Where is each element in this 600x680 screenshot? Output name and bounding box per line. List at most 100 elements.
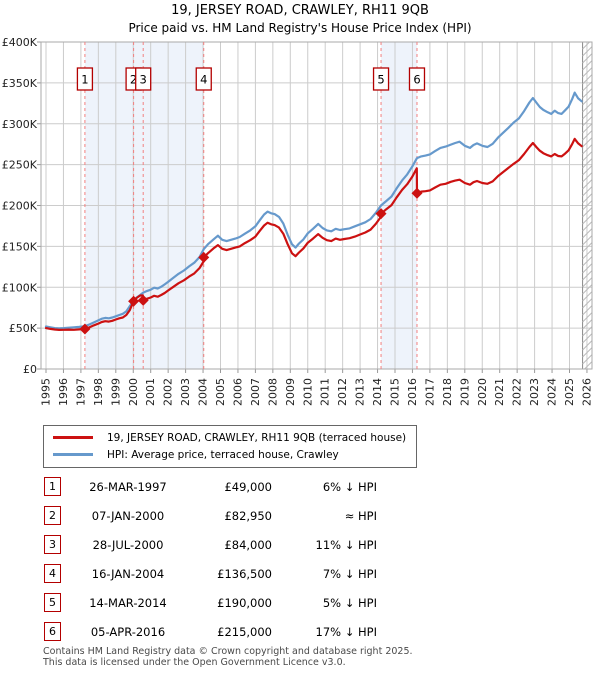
x-tick-label: 2016 — [406, 378, 419, 406]
row-number-badge: 6 — [44, 622, 61, 641]
row-date: 28-JUL-2000 — [92, 537, 164, 552]
y-tick-label: £350K — [2, 77, 38, 90]
legend-label-hpi: HPI: Average price, terraced house, Craw… — [107, 448, 339, 461]
sale-number-text-5: 5 — [377, 73, 384, 87]
sale-number-text-3: 3 — [140, 73, 147, 87]
row-number-badge: 1 — [44, 477, 61, 496]
sale-marker-3 — [137, 294, 149, 306]
hpi-line-swatch — [53, 453, 93, 456]
legend-item-property: 19, JERSEY ROAD, CRAWLEY, RH11 9QB (terr… — [44, 429, 416, 446]
sale-number-box-3 — [135, 67, 152, 91]
table-row: 3 28-JUL-2000 £84,000 11% ↓ HPI — [44, 530, 384, 559]
row-number-badge: 3 — [44, 535, 61, 554]
row-price: £49,000 — [224, 479, 272, 494]
x-tick-label: 2021 — [493, 378, 506, 406]
row-price: £84,000 — [224, 537, 272, 552]
x-tick-label: 2011 — [319, 378, 332, 406]
row-hpi-diff: ≈ HPI — [344, 508, 377, 523]
x-tick-label: 2001 — [144, 378, 157, 406]
y-tick-label: £400K — [2, 38, 38, 49]
sale-number-text-6: 6 — [413, 73, 420, 87]
x-tick-label: 2025 — [563, 378, 576, 406]
sale-number-box-1 — [76, 67, 94, 91]
sale-marker-6 — [411, 187, 423, 199]
y-tick-label: £0 — [23, 363, 37, 376]
x-tick-label: 2005 — [214, 378, 227, 406]
x-tick-label: 2019 — [458, 378, 471, 406]
x-tick-label: 2000 — [127, 378, 140, 406]
footer-line-2: This data is licensed under the Open Gov… — [43, 657, 346, 668]
x-tick-label: 2004 — [197, 378, 210, 406]
sale-number-text-1: 1 — [81, 73, 88, 87]
x-tick-label: 2015 — [389, 378, 402, 406]
x-tick-label: 2014 — [371, 378, 384, 406]
sale-marker-2 — [128, 295, 140, 307]
sale-markers — [79, 187, 423, 335]
axis-tick-labels: £0 £50K £100K £150K £200K £250K £300K £350K £400… — [2, 38, 594, 406]
row-hpi-diff: 7% ↓ HPI — [322, 566, 377, 581]
row-price: £136,500 — [217, 566, 272, 581]
x-tick-label: 2017 — [423, 378, 436, 406]
x-tick-label: 2023 — [528, 378, 541, 406]
row-hpi-diff: 17% ↓ HPI — [315, 624, 377, 639]
table-row: 5 14-MAR-2014 £190,000 5% ↓ HPI — [44, 588, 384, 617]
x-tick-label: 1998 — [92, 378, 105, 406]
row-price: £190,000 — [217, 595, 272, 610]
y-tick-label: £300K — [2, 118, 38, 131]
row-date: 05-APR-2016 — [90, 624, 166, 639]
x-tick-label: 2010 — [301, 378, 314, 406]
y-tick-label: £150K — [2, 240, 38, 253]
row-number-badge: 4 — [44, 564, 61, 583]
footer-line-1: Contains HM Land Registry data © Crown c… — [43, 646, 413, 657]
license-footer: Contains HM Land Registry data © Crown c… — [43, 646, 413, 668]
page-title: 19, JERSEY ROAD, CRAWLEY, RH11 9QB — [171, 3, 429, 18]
sale-number-box-6 — [408, 67, 426, 91]
x-tick-label: 1995 — [40, 378, 53, 406]
x-tick-label: 1999 — [109, 378, 122, 406]
legend-box: 19, JERSEY ROAD, CRAWLEY, RH11 9QB (terr… — [43, 425, 417, 468]
x-tick-label: 2008 — [266, 378, 279, 406]
legend-item-hpi: HPI: Average price, terraced house, Craw… — [44, 446, 416, 463]
x-tick-label: 2007 — [249, 378, 262, 406]
legend-label-property: 19, JERSEY ROAD, CRAWLEY, RH11 9QB (terr… — [107, 431, 407, 444]
sale-date-lines — [84, 42, 418, 369]
y-tick-label: £200K — [2, 200, 38, 213]
price-chart: 1 2 3 4 5 6£0£50K£100K£150K£200K£250K£300K£35… — [2, 38, 594, 406]
transactions-table: 1 26-MAR-1997 £49,000 6% ↓ HPI 2 07-JAN-… — [44, 472, 384, 646]
sale-number-text-4: 4 — [200, 73, 207, 87]
x-tick-label: 2003 — [179, 378, 192, 406]
row-number-badge: 5 — [44, 593, 61, 612]
table-row: 6 05-APR-2016 £215,000 17% ↓ HPI — [44, 617, 384, 646]
x-tick-label: 2002 — [162, 378, 175, 406]
row-price: £215,000 — [217, 624, 272, 639]
sale-marker-4 — [198, 251, 210, 263]
table-row: 1 26-MAR-1997 £49,000 6% ↓ HPI — [44, 472, 384, 501]
row-date: 07-JAN-2000 — [91, 508, 165, 523]
x-tick-label: 2009 — [284, 378, 297, 406]
row-price: £82,950 — [224, 508, 272, 523]
y-tick-label: £100K — [2, 281, 38, 294]
sale-number-box-4 — [195, 67, 212, 91]
x-tick-label: 2022 — [511, 378, 524, 406]
y-tick-label: £250K — [2, 159, 38, 172]
sale-number-box-5 — [372, 67, 390, 91]
x-tick-label: 2006 — [231, 378, 244, 406]
x-tick-label: 2013 — [354, 378, 367, 406]
plot-border — [40, 41, 593, 370]
future-hatch — [582, 41, 593, 370]
x-tick-label: 2026 — [580, 378, 593, 406]
table-row: 4 16-JAN-2004 £136,500 7% ↓ HPI — [44, 559, 384, 588]
row-hpi-diff: 11% ↓ HPI — [315, 537, 377, 552]
x-tick-label: 2018 — [441, 378, 454, 406]
x-tick-label: 2024 — [546, 378, 559, 406]
page-subtitle: Price paid vs. HM Land Registry's House … — [128, 21, 472, 35]
x-tick-label: 2012 — [336, 378, 349, 406]
sale-marker-1 — [79, 323, 91, 335]
row-date: 14-MAR-2014 — [89, 595, 167, 610]
row-number-badge: 2 — [44, 506, 61, 525]
row-date: 26-MAR-1997 — [89, 479, 167, 494]
sale-number-text-2: 2 — [130, 73, 137, 87]
row-hpi-diff: 6% ↓ HPI — [322, 479, 377, 494]
